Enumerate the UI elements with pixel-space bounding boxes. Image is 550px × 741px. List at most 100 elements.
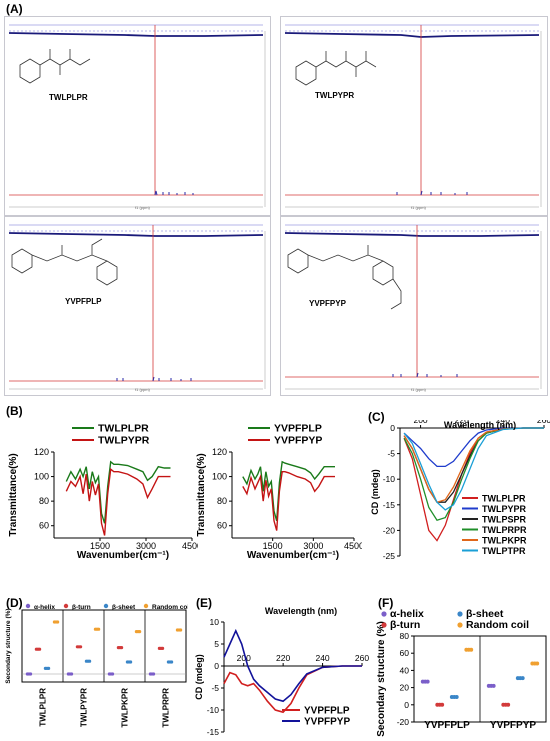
legend-marker — [143, 603, 149, 609]
legend-marker — [63, 603, 69, 609]
y-tick-label: 40 — [400, 665, 410, 675]
y-tick-label: -5 — [387, 449, 395, 459]
y-tick-label: 0 — [214, 661, 219, 671]
y-tick-label: -15 — [383, 500, 396, 510]
y-tick-label: 80 — [400, 631, 410, 641]
x-tick-label: 4500 — [344, 541, 362, 551]
data-point — [425, 679, 430, 684]
category-label: TWLPLPR — [39, 688, 48, 727]
y-tick-label: 100 — [34, 472, 49, 482]
nmr-plot-4 — [284, 224, 542, 390]
legend-label: TWLPYPR — [98, 435, 150, 447]
y-axis-label: Transmittance(%) — [8, 453, 19, 536]
legend-label: TWLPYPR — [482, 504, 526, 514]
data-point — [179, 628, 183, 632]
y-tick-label: -15 — [207, 727, 220, 737]
data-point — [151, 672, 156, 676]
y-tick-label: 0 — [404, 700, 409, 710]
x-tick-label: 200 — [413, 420, 427, 425]
panel-label-c: (C) — [368, 410, 385, 424]
data-point — [78, 645, 83, 649]
x-tick-label: 260 — [537, 420, 550, 425]
data-point — [28, 672, 33, 676]
category-label: TWLPRPR — [162, 688, 171, 728]
category-label: TWLPYPR — [80, 688, 89, 727]
nmr-xlabel-1: f1 (ppm) — [135, 205, 150, 210]
chart-title: Wavelength (nm) — [444, 420, 516, 430]
peptide-label-1: TWLPLPR — [49, 93, 88, 102]
data-point — [56, 620, 60, 624]
y-tick-label: 120 — [212, 447, 227, 457]
y-tick-label: -10 — [383, 474, 396, 484]
category-label: TWLPKPR — [121, 688, 130, 728]
legend-marker — [103, 603, 109, 609]
data-point — [37, 647, 42, 651]
nmr-spectrum-3: YVPFPLP f1 (ppm) — [4, 216, 271, 396]
y-axis-label: Secondary structure (%) — [376, 621, 387, 737]
y-tick-label: 60 — [217, 521, 227, 531]
legend-label: TWLPRPR — [482, 525, 527, 535]
legend-label: YVPFPLP — [304, 706, 350, 717]
nmr-xlabel-4: f1 (ppm) — [411, 387, 426, 392]
x-tick-label: 3000 — [303, 541, 323, 551]
data-point — [88, 659, 92, 663]
legend-marker — [457, 622, 463, 628]
legend-label: TWLPSPR — [482, 515, 526, 525]
y-tick-label: -5 — [211, 683, 219, 693]
nmr-xlabel-2: f1 (ppm) — [411, 205, 426, 210]
series-line-twlpypr — [65, 467, 171, 536]
molecule-structure-1 — [19, 49, 91, 84]
data-point — [491, 683, 496, 688]
panel-label-a: (A) — [6, 2, 23, 16]
data-point — [110, 672, 115, 676]
nmr-spectrum-2: TWLPYPR f1 (ppm) — [280, 16, 548, 216]
legend-marker — [381, 611, 387, 617]
panel-label-b: (B) — [6, 404, 23, 418]
legend-marker — [457, 611, 463, 617]
y-tick-label: 80 — [39, 496, 49, 506]
data-point — [119, 646, 124, 650]
x-axis-label: Wavenumber(cm⁻¹) — [247, 550, 339, 561]
y-tick-label: -20 — [383, 525, 396, 535]
x-tick-label: 260 — [355, 653, 369, 663]
nmr-spectrum-4: YVPFPYP f1 (ppm) — [280, 216, 548, 396]
peptide-label-2: TWLPYPR — [315, 91, 355, 100]
x-tick-label: 3000 — [136, 541, 156, 551]
y-axis-label: CD (mdeg) — [370, 469, 380, 515]
legend-marker — [381, 622, 387, 628]
chart-e: 200 220 240 260 10 5 0 -5 -10 -15 CD (mdeg) Wavelen… — [194, 606, 369, 737]
y-tick-label: 10 — [210, 617, 220, 627]
data-point — [47, 666, 51, 670]
legend-marker — [25, 603, 31, 609]
y-tick-label: -25 — [383, 551, 396, 561]
data-point — [506, 702, 511, 707]
chart-title: Wavelength (nm) — [265, 606, 337, 616]
series-line-twlptpr — [403, 427, 544, 511]
series-line-twlpkpr — [403, 427, 544, 503]
y-tick-label: -10 — [207, 705, 220, 715]
legend-label: α-helix — [34, 604, 55, 611]
legend-label: YVPFPYP — [304, 717, 350, 728]
x-axis-label: Wavenumber(cm⁻¹) — [77, 550, 169, 561]
x-tick-label: 1500 — [263, 541, 283, 551]
legend-label: TWLPLPR — [98, 423, 149, 435]
nmr-plot-3 — [8, 224, 266, 390]
panel-label-e: (E) — [196, 596, 212, 610]
series-line-twlpypr — [403, 427, 544, 468]
y-tick-label: 100 — [212, 472, 227, 482]
chart-b-left: 1500 3000 4500 60 80 100 120 Transmittance(%) Wa… — [8, 423, 198, 562]
y-tick-label: 60 — [39, 521, 49, 531]
panel-label-d: (D) — [6, 596, 23, 610]
x-tick-label: 4500 — [182, 541, 198, 551]
y-tick-label: 60 — [400, 648, 410, 658]
x-tick-label: 220 — [455, 420, 469, 425]
y-tick-label: 0 — [390, 423, 395, 433]
legend-label: β-turn — [72, 604, 91, 611]
legend-label: TWLPKPR — [482, 536, 527, 546]
series-line-yvpfpyp — [223, 628, 362, 703]
legend-label: TWLPTPR — [482, 546, 526, 556]
legend-label: Random coil — [466, 619, 529, 631]
y-tick-label: 80 — [217, 496, 227, 506]
x-tick-label: 240 — [315, 653, 329, 663]
legend-label: α-helix — [390, 608, 424, 620]
